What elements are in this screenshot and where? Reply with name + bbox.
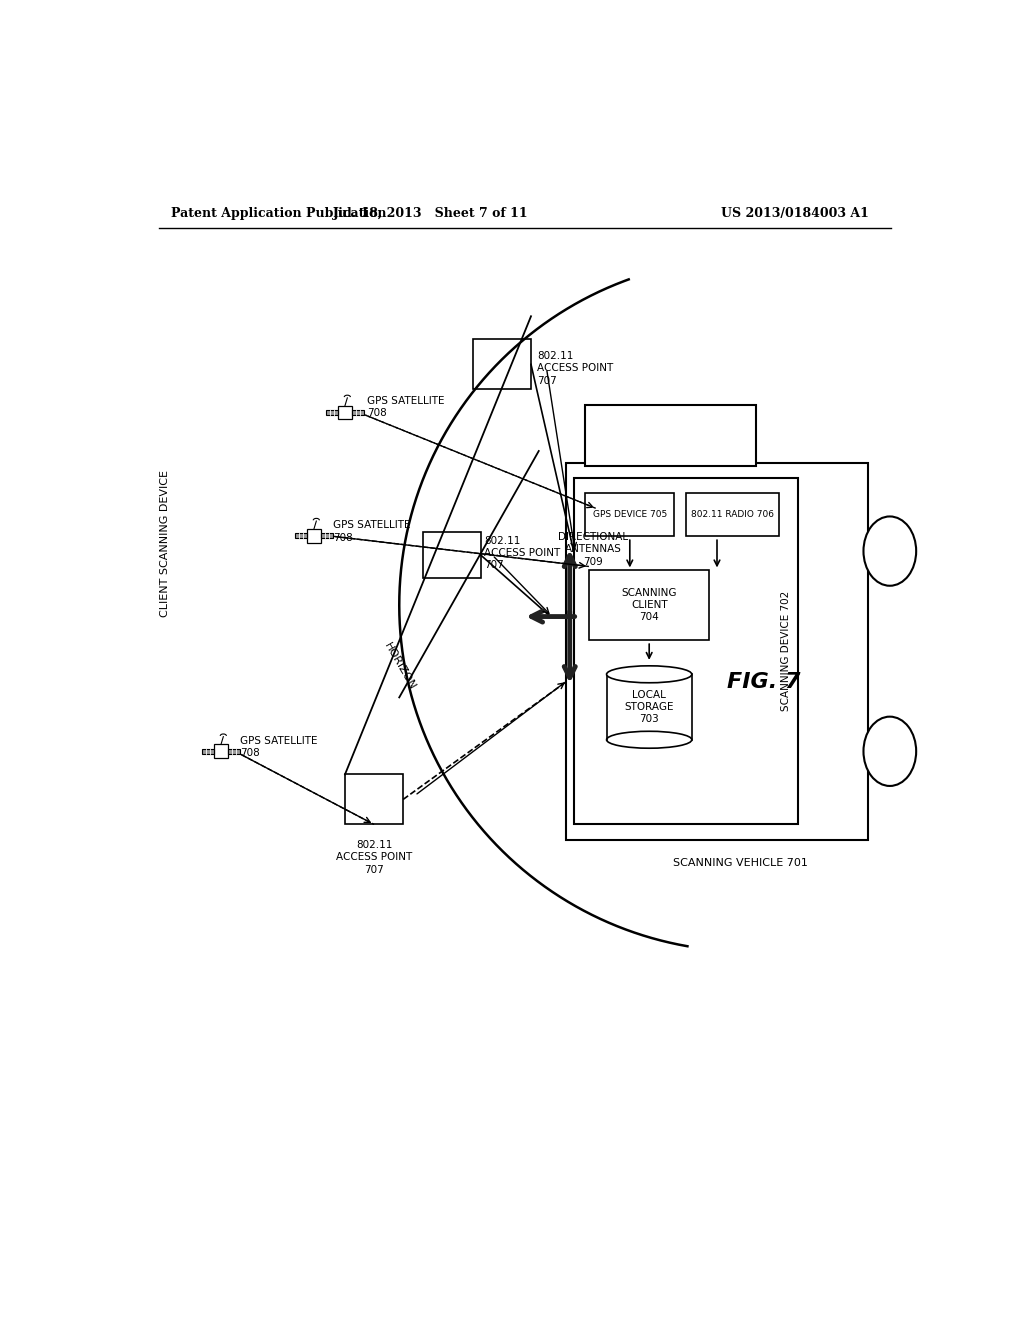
- Bar: [586, 494, 675, 536]
- Bar: [573, 478, 799, 825]
- Bar: [307, 529, 321, 543]
- Ellipse shape: [606, 665, 692, 682]
- Text: HORIZON: HORIZON: [382, 642, 417, 692]
- Text: SCANNING DEVICE 702: SCANNING DEVICE 702: [780, 591, 791, 711]
- Text: FIG. 7: FIG. 7: [727, 672, 800, 692]
- Bar: [295, 533, 307, 539]
- Bar: [566, 462, 868, 840]
- Text: 802.11
ACCESS POINT
707: 802.11 ACCESS POINT 707: [484, 536, 561, 570]
- Text: US 2013/0184003 A1: US 2013/0184003 A1: [721, 207, 868, 220]
- Text: LOCAL
STORAGE
703: LOCAL STORAGE 703: [625, 689, 674, 725]
- Bar: [589, 570, 710, 640]
- Text: GPS SATELLITE
708: GPS SATELLITE 708: [367, 396, 444, 418]
- Bar: [686, 494, 779, 536]
- Text: Jul. 18, 2013   Sheet 7 of 11: Jul. 18, 2013 Sheet 7 of 11: [333, 207, 528, 220]
- Text: 802.11 RADIO 706: 802.11 RADIO 706: [691, 510, 774, 519]
- Bar: [228, 748, 241, 754]
- Ellipse shape: [606, 731, 692, 748]
- Bar: [338, 405, 352, 420]
- Bar: [586, 405, 756, 466]
- Text: 802.11
ACCESS POINT
707: 802.11 ACCESS POINT 707: [538, 351, 613, 385]
- Text: SCANNING
CLIENT
704: SCANNING CLIENT 704: [622, 587, 677, 623]
- Text: DIRECTIONAL
ANTENNAS
709: DIRECTIONAL ANTENNAS 709: [558, 532, 628, 566]
- Bar: [321, 533, 334, 539]
- Text: 802.11
ACCESS POINT
707: 802.11 ACCESS POINT 707: [336, 840, 413, 875]
- Text: GPS DEVICE 705: GPS DEVICE 705: [593, 510, 667, 519]
- Text: Patent Application Publication: Patent Application Publication: [171, 207, 386, 220]
- Bar: [326, 409, 338, 416]
- Bar: [202, 748, 214, 754]
- Text: SCANNING VEHICLE 701: SCANNING VEHICLE 701: [673, 858, 808, 869]
- Ellipse shape: [863, 717, 916, 785]
- Text: GPS SATELLITE
708: GPS SATELLITE 708: [241, 737, 317, 758]
- Bar: [352, 409, 365, 416]
- Bar: [214, 744, 228, 758]
- Bar: [473, 339, 531, 389]
- Text: GPS SATELLITE
708: GPS SATELLITE 708: [334, 520, 411, 543]
- Text: CLIENT SCANNING DEVICE: CLIENT SCANNING DEVICE: [160, 470, 170, 616]
- Ellipse shape: [863, 516, 916, 586]
- Bar: [423, 532, 480, 578]
- Bar: [345, 775, 403, 825]
